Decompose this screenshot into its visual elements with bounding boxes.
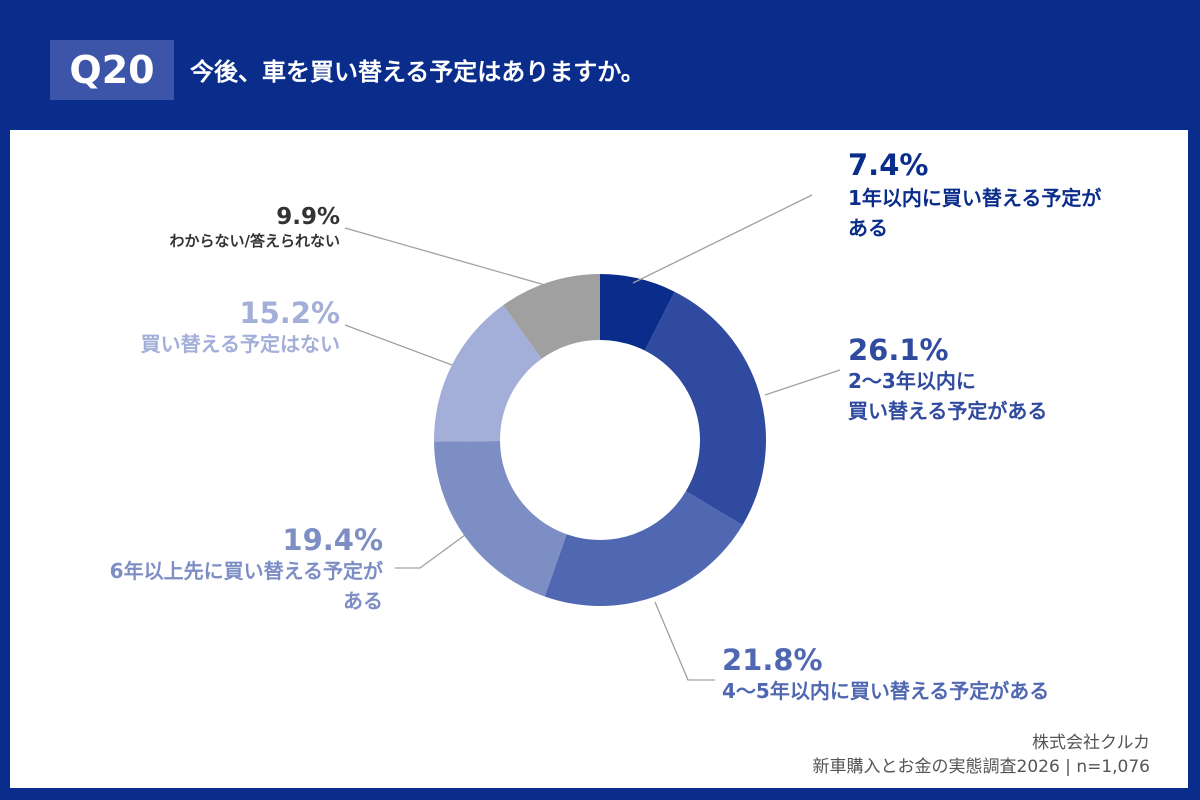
leader-line-5 (344, 227, 546, 286)
pct-label-2: 21.8% (722, 643, 823, 677)
slice-label-3b: ある (343, 589, 383, 613)
slice-label-4a: 買い替える予定はない (141, 332, 340, 356)
leader-line-1 (764, 369, 841, 396)
pct-label-0: 7.4% (848, 148, 928, 182)
survey-credit: 新車購入とお金の実態調査2026 | n=1,076 (812, 757, 1150, 777)
leader-line-4 (344, 324, 453, 366)
pct-label-5: 9.9% (276, 204, 340, 230)
slice-label-2a: 4〜5年以内に買い替える予定がある (722, 679, 1049, 703)
chart-panel (10, 130, 1188, 788)
slice-label-0a: 1年以内に買い替える予定が (848, 186, 1101, 210)
pct-label-3: 19.4% (282, 523, 383, 557)
donut-slice-3 (434, 440, 567, 597)
leader-line-2 (654, 601, 715, 681)
leader-line-3 (395, 534, 466, 569)
slice-label-1a: 2〜3年以内に (848, 369, 976, 393)
pct-label-4: 15.2% (239, 296, 340, 330)
donut-slice-5 (503, 274, 600, 359)
question-number-badge: Q20 (50, 40, 174, 100)
donut-slice-0 (600, 274, 675, 351)
leader-line-0 (632, 194, 813, 284)
slice-label-1b: 買い替える予定がある (848, 399, 1047, 423)
slice-label-5a: わからない/答えられない (170, 232, 340, 250)
slice-label-0b: ある (848, 216, 888, 240)
question-title: 今後、車を買い替える予定はありますか。 (190, 58, 645, 86)
donut-slice-4 (434, 305, 542, 442)
pct-label-1: 26.1% (848, 333, 949, 367)
slice-label-3a: 6年以上先に買い替える予定が (110, 559, 383, 583)
donut-slice-1 (644, 291, 766, 526)
company-credit: 株式会社クルカ (1032, 733, 1150, 753)
donut-slice-2 (544, 491, 743, 606)
